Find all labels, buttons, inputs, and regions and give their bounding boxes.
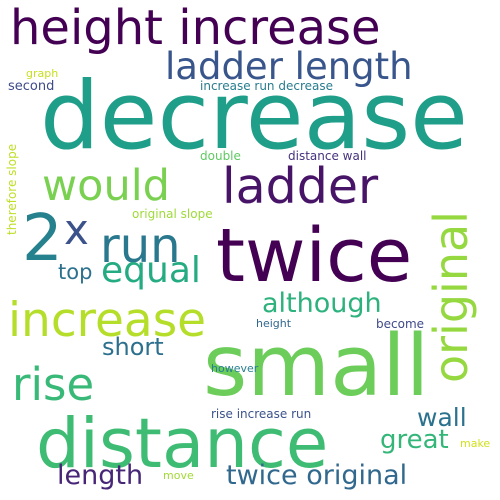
word-original-slope: original slope [132,207,213,221]
word-equal: equal [101,250,201,291]
word-move: move [163,469,194,482]
word-x: x [64,205,89,254]
word-short: short [102,333,164,361]
word-make: make [460,437,491,450]
word-would: would [42,161,170,211]
word-become: become [376,317,425,331]
word-small: small [203,317,430,416]
word-height-increase: height increase [10,0,381,56]
word-wall: wall [417,403,467,432]
word-rise-increase-run: rise increase run [211,407,312,421]
word-double: double [200,149,241,163]
word-2: 2 [22,202,63,276]
word-although: although [262,288,382,319]
word-great: great [380,425,449,455]
word-graph: graph [26,67,59,80]
word-second: second [8,79,55,94]
word-original: original [424,211,478,383]
word-decrease: decrease [40,62,469,171]
word-top: top [58,260,93,284]
word-ladder: ladder [222,158,379,215]
word-increase-run-decrease: increase run decrease [200,79,333,93]
word-height: height [256,317,292,330]
word-therefore-slope: therefore slope [5,143,19,235]
word-length: length [57,460,144,491]
word-distance-wall: distance wall [288,149,367,163]
word-run: run [100,218,181,274]
word-distance: distance [36,404,329,484]
word-however: however [211,362,259,375]
word-increase: increase [8,293,207,348]
word-ladder-length: ladder length [165,45,413,88]
word-rise: rise [12,358,95,411]
word-twice: twice [216,213,413,299]
word-twice-original: twice original [226,460,408,491]
